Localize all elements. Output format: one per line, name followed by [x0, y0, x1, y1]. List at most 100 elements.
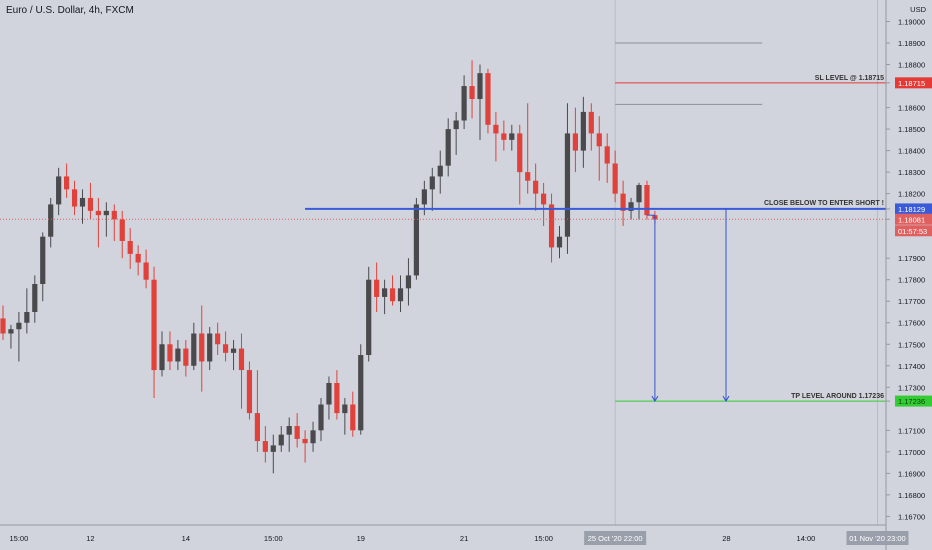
symbol-title: Euro / U.S. Dollar, 4h, FXCM: [6, 5, 134, 16]
candle-body: [437, 165, 443, 177]
time-tick-label: 15:00: [534, 534, 553, 543]
candle-body: [278, 434, 284, 446]
candle-body: [453, 120, 459, 130]
candle-body: [644, 185, 650, 216]
time-crosshair-tag: [584, 531, 647, 545]
candle-body: [389, 288, 396, 302]
price-tick-label: 1.17400: [898, 362, 925, 371]
price-tick-label: 1.17000: [898, 448, 925, 457]
candle-body: [143, 262, 149, 280]
candle-body: [405, 275, 412, 289]
candle-body: [286, 426, 292, 435]
price-tag: [895, 395, 932, 407]
price-tick-label: 1.17100: [898, 426, 925, 435]
time-tick-label: 21: [460, 534, 468, 543]
candle-body: [254, 413, 260, 442]
candle-body: [517, 133, 523, 173]
tp-level-label: TP LEVEL AROUND 1.17236: [791, 393, 884, 400]
candle-body: [413, 204, 419, 276]
candle-body: [16, 322, 22, 330]
price-tick-label: 1.19000: [898, 18, 925, 27]
countdown-label: 01:57:53: [898, 227, 927, 236]
price-tick-label: 1.18200: [898, 190, 925, 199]
candle-body: [262, 441, 268, 452]
price-tick-label: 1.17700: [898, 297, 925, 306]
price-tag: [895, 213, 932, 225]
candle-body: [270, 445, 276, 452]
price-tag-label: 1.18715: [898, 79, 925, 88]
candle-body: [40, 236, 46, 285]
price-tick-label: 1.17300: [898, 383, 925, 392]
tp-arrow-short-head: [651, 395, 659, 403]
time-tick-label: 14: [182, 534, 190, 543]
candle-body: [382, 288, 388, 297]
time-tick-label: 28: [722, 534, 730, 543]
price-tick-label: 1.16900: [898, 469, 925, 478]
candle-body: [493, 124, 499, 134]
candle-body: [596, 133, 602, 147]
candle-body: [525, 172, 531, 181]
candle-body: [612, 163, 618, 194]
candle-body: [604, 146, 610, 164]
candle-body: [509, 133, 515, 140]
price-tag-label: 1.18081: [898, 215, 925, 224]
price-tick-label: 1.18400: [898, 147, 925, 156]
candle-body: [636, 185, 642, 203]
candle-body: [127, 240, 133, 254]
candle-body: [358, 355, 364, 431]
time-tick-label: 19: [357, 534, 365, 543]
candle-body: [541, 193, 547, 205]
candle-body: [572, 133, 578, 151]
candle-body: [64, 176, 70, 190]
candle-body: [246, 370, 253, 414]
time-crosshair-label: 01 Nov '20 23:00: [849, 534, 905, 543]
candle-body: [79, 197, 86, 207]
candle-body: [461, 86, 467, 121]
time-tick-label: 14:00: [797, 534, 816, 543]
price-axis[interactable]: USD 1.19000 1.18900 1.18800 1.18715 1.18600 1.…: [885, 0, 932, 550]
time-tick-label: 15:00: [10, 534, 29, 543]
candle-body: [0, 318, 6, 334]
candle-body: [111, 210, 117, 220]
candle-body: [421, 189, 427, 205]
time-tick-label: 12: [86, 534, 94, 543]
candle-body: [350, 404, 356, 431]
price-tag: [895, 77, 932, 89]
candle-body: [24, 311, 30, 323]
time-tick-label: 15:00: [264, 534, 283, 543]
candle-body: [207, 333, 213, 362]
candle-body: [397, 288, 404, 302]
candle-body: [56, 176, 62, 205]
candle-body: [302, 438, 308, 444]
candle-body: [501, 133, 507, 140]
price-tick-label: 1.17600: [898, 319, 925, 328]
candle-body: [548, 204, 555, 248]
price-axis-bg: [886, 0, 932, 550]
candle-body: [556, 236, 563, 248]
candle-body: [294, 426, 300, 439]
candle-body: [429, 176, 435, 190]
price-tick-label: 1.18500: [898, 125, 925, 134]
candle-body: [580, 111, 586, 151]
candle-body: [48, 204, 54, 237]
candle-body: [87, 197, 94, 211]
annotations: SL LEVEL @ 1.18715 CLOSE BELOW TO ENTER S…: [0, 42, 886, 403]
candle-body: [32, 284, 38, 312]
price-tag: [895, 203, 932, 215]
candle-body: [167, 344, 173, 362]
candle-body: [159, 344, 165, 371]
currency-label: USD: [910, 5, 926, 14]
price-tick-label: 1.17500: [898, 340, 925, 349]
price-tag-label: 1.18129: [898, 205, 925, 214]
candle-body: [191, 333, 197, 366]
candle-body: [366, 279, 372, 356]
price-tick-label: 1.18600: [898, 104, 925, 113]
price-tick-label: 1.17900: [898, 254, 925, 263]
tp-arrow-entry-head: [722, 395, 730, 403]
candles: [0, 60, 658, 474]
candle-body: [628, 202, 634, 211]
candle-body: [326, 382, 332, 405]
